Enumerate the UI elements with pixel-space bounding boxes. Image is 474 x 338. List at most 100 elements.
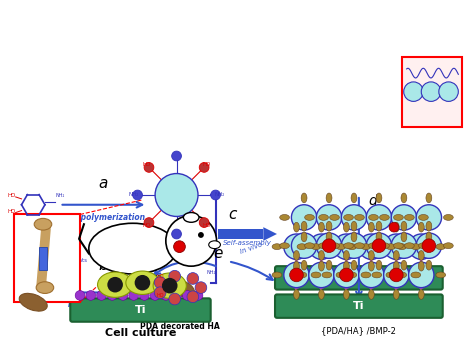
- Ellipse shape: [369, 243, 378, 249]
- Ellipse shape: [372, 244, 382, 249]
- Text: c: c: [228, 207, 237, 222]
- Circle shape: [372, 239, 386, 252]
- Circle shape: [86, 291, 96, 300]
- Ellipse shape: [401, 193, 407, 203]
- Circle shape: [139, 291, 149, 300]
- Ellipse shape: [419, 261, 424, 271]
- Circle shape: [144, 218, 154, 227]
- Text: NH₂: NH₂: [55, 193, 65, 198]
- Circle shape: [162, 278, 178, 293]
- Ellipse shape: [344, 215, 354, 220]
- Ellipse shape: [305, 215, 314, 220]
- Circle shape: [422, 239, 436, 252]
- Ellipse shape: [319, 222, 324, 232]
- Ellipse shape: [301, 232, 307, 242]
- Text: HO: HO: [7, 193, 16, 198]
- Ellipse shape: [164, 279, 194, 297]
- Ellipse shape: [376, 193, 382, 203]
- Circle shape: [359, 234, 384, 259]
- Ellipse shape: [444, 215, 453, 220]
- Text: HO: HO: [156, 274, 164, 279]
- Ellipse shape: [436, 244, 446, 249]
- Ellipse shape: [380, 243, 389, 249]
- Circle shape: [290, 268, 303, 282]
- FancyBboxPatch shape: [402, 56, 462, 127]
- Ellipse shape: [393, 222, 399, 232]
- Circle shape: [418, 276, 425, 284]
- Circle shape: [195, 282, 207, 293]
- Circle shape: [392, 276, 400, 284]
- Text: {PDA/HA} coating: {PDA/HA} coating: [320, 297, 397, 306]
- FancyBboxPatch shape: [275, 266, 443, 290]
- Ellipse shape: [19, 293, 47, 311]
- Ellipse shape: [34, 218, 52, 230]
- Ellipse shape: [319, 243, 328, 249]
- Text: HO: HO: [142, 162, 150, 167]
- Ellipse shape: [426, 221, 432, 231]
- Circle shape: [418, 248, 425, 256]
- Circle shape: [161, 291, 171, 300]
- Circle shape: [292, 276, 301, 284]
- Text: e: e: [214, 246, 223, 261]
- Ellipse shape: [329, 215, 339, 220]
- Ellipse shape: [183, 213, 199, 222]
- Ellipse shape: [301, 221, 307, 231]
- Text: HO: HO: [142, 223, 150, 228]
- Circle shape: [367, 252, 375, 260]
- Ellipse shape: [326, 260, 332, 270]
- Text: PDA decoration: PDA decoration: [68, 300, 134, 309]
- Ellipse shape: [411, 272, 421, 278]
- Circle shape: [322, 239, 336, 252]
- Ellipse shape: [368, 222, 374, 232]
- Ellipse shape: [372, 272, 382, 278]
- Text: Cell culture: Cell culture: [105, 328, 176, 338]
- Ellipse shape: [272, 244, 282, 249]
- Circle shape: [392, 252, 400, 260]
- Ellipse shape: [293, 290, 300, 299]
- Circle shape: [284, 234, 309, 259]
- Ellipse shape: [305, 243, 314, 249]
- Ellipse shape: [419, 215, 428, 220]
- Circle shape: [155, 173, 198, 216]
- Circle shape: [166, 215, 217, 266]
- Ellipse shape: [319, 215, 328, 220]
- Circle shape: [389, 222, 399, 232]
- Ellipse shape: [89, 223, 176, 274]
- Text: a: a: [99, 176, 108, 191]
- Ellipse shape: [336, 244, 346, 249]
- Circle shape: [199, 218, 209, 227]
- Circle shape: [343, 248, 350, 256]
- Ellipse shape: [319, 290, 324, 299]
- Ellipse shape: [209, 241, 220, 249]
- FancyBboxPatch shape: [14, 215, 80, 302]
- Circle shape: [404, 82, 423, 101]
- Circle shape: [193, 291, 203, 300]
- Circle shape: [343, 252, 350, 260]
- Text: NH₂: NH₂: [207, 270, 216, 275]
- Text: PDA-NPs: PDA-NPs: [155, 238, 199, 247]
- Ellipse shape: [329, 243, 339, 249]
- Ellipse shape: [368, 250, 374, 260]
- Circle shape: [198, 232, 204, 238]
- FancyBboxPatch shape: [275, 294, 443, 318]
- Ellipse shape: [153, 273, 186, 298]
- Ellipse shape: [419, 290, 424, 299]
- Ellipse shape: [319, 250, 324, 260]
- Circle shape: [169, 293, 181, 305]
- Circle shape: [172, 291, 182, 300]
- Ellipse shape: [419, 250, 424, 260]
- Circle shape: [334, 262, 359, 288]
- Ellipse shape: [361, 244, 371, 249]
- Text: implants: implants: [64, 258, 88, 263]
- Text: Self-assembly: Self-assembly: [223, 240, 272, 246]
- Text: PDA decorated HA: PDA decorated HA: [140, 322, 219, 331]
- Circle shape: [75, 291, 85, 300]
- Ellipse shape: [426, 260, 432, 270]
- Circle shape: [366, 233, 392, 258]
- Text: In vivo: In vivo: [240, 242, 264, 256]
- Ellipse shape: [126, 271, 159, 294]
- Text: Ti: Ti: [353, 301, 365, 311]
- Text: femur: femur: [64, 228, 80, 234]
- Text: HO: HO: [203, 162, 211, 167]
- Circle shape: [292, 205, 317, 230]
